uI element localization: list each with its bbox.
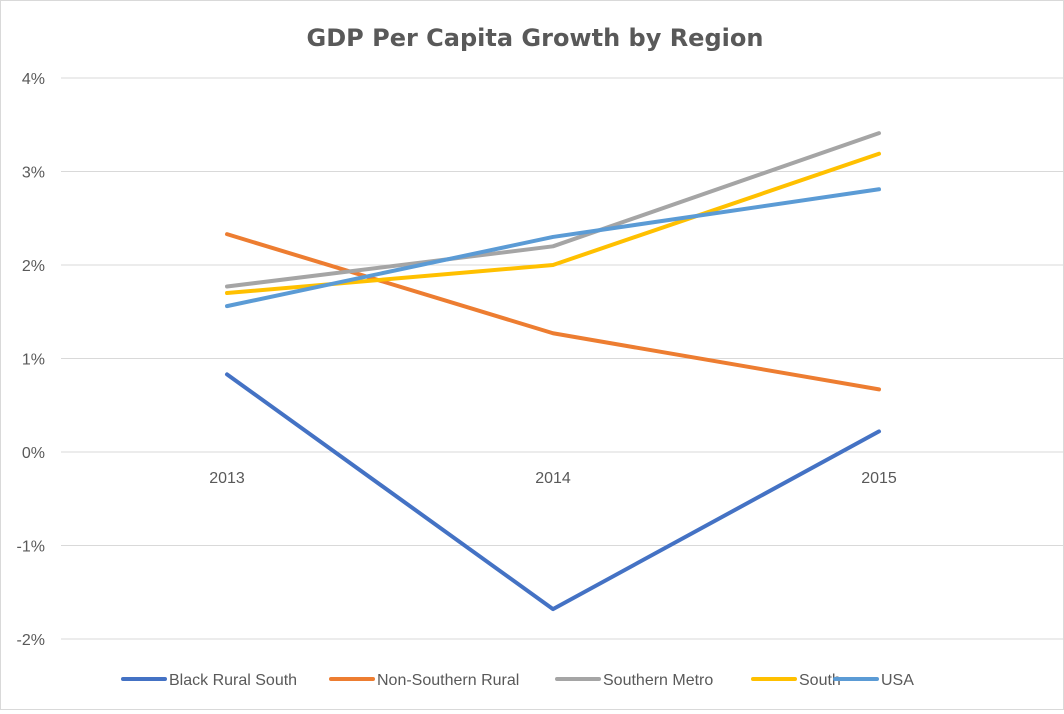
series-lines [225, 131, 881, 612]
x-tick-label: 2013 [209, 470, 245, 487]
series-line-usa [225, 187, 881, 309]
gridlines [61, 77, 1063, 640]
x-axis-ticks: 2013 2014 2015 [209, 470, 897, 487]
y-tick-label: 2% [22, 258, 45, 275]
y-tick-label: 0% [22, 445, 45, 462]
series-line-south [225, 151, 881, 296]
legend-label: South [799, 672, 841, 689]
legend-label: Black Rural South [169, 672, 297, 689]
x-tick-label: 2014 [535, 470, 571, 487]
legend-label: Southern Metro [603, 672, 713, 689]
y-tick-label: -1% [17, 539, 45, 556]
y-tick-label: 1% [22, 352, 45, 369]
y-axis-ticks: -2% -1% 0% 1% 2% 3% 4% [17, 71, 45, 649]
x-tick-label: 2015 [861, 470, 897, 487]
series-line-black-rural-south [225, 372, 881, 612]
y-tick-label: -2% [17, 632, 45, 649]
y-tick-label: 4% [22, 71, 45, 88]
chart-title: GDP Per Capita Growth by Region [307, 24, 764, 52]
series-line-non-southern-rural [225, 232, 881, 392]
legend-label: Non-Southern Rural [377, 672, 519, 689]
legend-label: USA [881, 672, 914, 689]
y-tick-label: 3% [22, 165, 45, 182]
legend: Black Rural South Non-Southern Rural South… [121, 672, 914, 689]
series-line-southern-metro [225, 131, 881, 289]
